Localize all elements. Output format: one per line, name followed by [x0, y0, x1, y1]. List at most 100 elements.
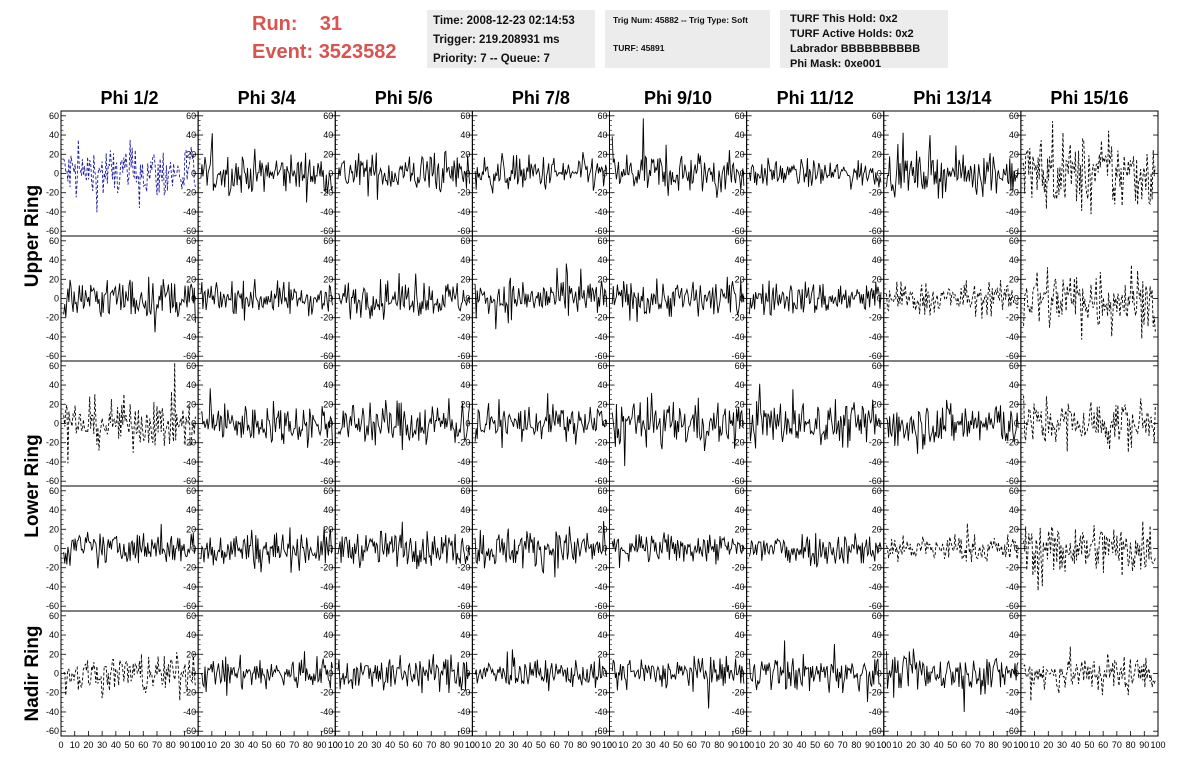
x-tick-label: 50	[399, 740, 409, 750]
waveform-series	[748, 280, 882, 317]
column-title: Phi 5/6	[375, 88, 433, 108]
waveform-series	[886, 648, 1019, 713]
trig-num-text: Trig Num: 45882 -- Trig Type: Soft	[613, 15, 748, 25]
waveform-series	[474, 263, 608, 330]
y-tick-label: -60	[320, 226, 333, 236]
labrador-text: Labrador BBBBBBBBBB	[790, 43, 921, 55]
waveform-series	[886, 399, 1019, 454]
y-tick-label: 0	[602, 544, 607, 554]
y-tick-label: -20	[183, 688, 196, 698]
y-tick-label: -20	[1006, 438, 1019, 448]
y-tick-label: 60	[49, 611, 59, 621]
y-tick-label: 0	[877, 294, 882, 304]
y-tick-label: 40	[735, 505, 745, 515]
waveform-series	[337, 654, 471, 694]
y-tick-label: 20	[460, 274, 470, 284]
y-tick-label: -60	[457, 726, 470, 736]
y-tick-label: 0	[1014, 169, 1019, 179]
y-tick-label: 40	[323, 630, 333, 640]
y-tick-label: -60	[46, 726, 59, 736]
waveform-series	[886, 132, 1019, 199]
y-tick-label: 60	[186, 486, 196, 496]
y-tick-label: 20	[597, 149, 607, 159]
x-tick-label: 20	[358, 740, 368, 750]
y-tick-label: -60	[320, 351, 333, 361]
y-tick-label: 0	[1014, 294, 1019, 304]
x-tick-label: 20	[221, 740, 231, 750]
y-tick-label: 0	[191, 169, 196, 179]
y-tick-label: -40	[183, 707, 196, 717]
x-tick-label: 80	[166, 740, 176, 750]
y-tick-label: 40	[186, 130, 196, 140]
y-tick-label: -20	[320, 188, 333, 198]
y-tick-label: 20	[872, 399, 882, 409]
turf-hold-text: TURF This Hold: 0x2	[790, 13, 898, 25]
x-tick-label: 0	[196, 740, 201, 750]
y-tick-label: -60	[457, 226, 470, 236]
y-tick-label: 0	[740, 294, 745, 304]
y-tick-label: -40	[594, 457, 607, 467]
y-tick-label: 40	[186, 630, 196, 640]
y-tick-label: -20	[869, 563, 882, 573]
y-tick-label: 20	[597, 399, 607, 409]
x-tick-label: 10	[892, 740, 902, 750]
y-tick-label: 20	[460, 399, 470, 409]
y-tick-label: -20	[183, 313, 196, 323]
row-title: Upper Ring	[22, 185, 43, 287]
y-tick-label: 60	[597, 236, 607, 246]
waveform-series	[63, 362, 196, 464]
y-tick-label: 40	[49, 380, 59, 390]
y-tick-label: -40	[457, 582, 470, 592]
y-tick-label: 60	[323, 111, 333, 121]
y-tick-label: -20	[732, 688, 745, 698]
x-tick-label: 90	[865, 740, 875, 750]
y-tick-label: 0	[328, 169, 333, 179]
x-tick-label: 90	[728, 740, 738, 750]
y-tick-label: 60	[460, 361, 470, 371]
panel-frame	[471, 110, 610, 237]
y-tick-label: -60	[869, 726, 882, 736]
waveform-series	[474, 393, 608, 449]
y-tick-label: 0	[328, 419, 333, 429]
y-tick-label: 20	[872, 149, 882, 159]
x-tick-label: 50	[1084, 740, 1094, 750]
y-tick-label: 20	[186, 399, 196, 409]
y-tick-label: -20	[732, 438, 745, 448]
y-tick-label: -20	[46, 563, 59, 573]
y-tick-label: -20	[1006, 313, 1019, 323]
y-tick-label: 60	[735, 236, 745, 246]
event-row: Event: 3523582	[252, 38, 412, 66]
panel-frame	[883, 235, 1022, 362]
waveform-series	[1023, 521, 1156, 591]
y-tick-label: -40	[46, 457, 59, 467]
y-tick-label: 40	[1009, 630, 1019, 640]
y-tick-label: 0	[465, 669, 470, 679]
y-tick-label: -60	[457, 351, 470, 361]
y-tick-label: -40	[183, 457, 196, 467]
y-tick-label: -60	[1006, 351, 1019, 361]
y-tick-label: 60	[1009, 486, 1019, 496]
x-tick-label: 60	[687, 740, 697, 750]
y-tick-label: 40	[872, 255, 882, 265]
y-tick-label: 0	[191, 669, 196, 679]
y-tick-label: 60	[49, 361, 59, 371]
y-tick-label: -40	[320, 332, 333, 342]
y-tick-label: -20	[594, 313, 607, 323]
y-tick-label: 60	[460, 111, 470, 121]
y-tick-label: 40	[597, 255, 607, 265]
x-tick-label: 30	[234, 740, 244, 750]
x-tick-label: 50	[125, 740, 135, 750]
y-tick-label: -20	[320, 438, 333, 448]
y-tick-label: 40	[735, 380, 745, 390]
y-tick-label: 20	[323, 399, 333, 409]
y-tick-label: -60	[183, 726, 196, 736]
x-tick-label: 30	[371, 740, 381, 750]
y-tick-label: 40	[49, 630, 59, 640]
y-tick-label: 0	[328, 544, 333, 554]
y-tick-label: -20	[46, 688, 59, 698]
y-tick-label: -20	[320, 563, 333, 573]
y-tick-label: -20	[594, 438, 607, 448]
y-tick-label: -40	[1006, 582, 1019, 592]
y-tick-label: 20	[1009, 399, 1019, 409]
column-title: Phi 9/10	[644, 88, 712, 108]
